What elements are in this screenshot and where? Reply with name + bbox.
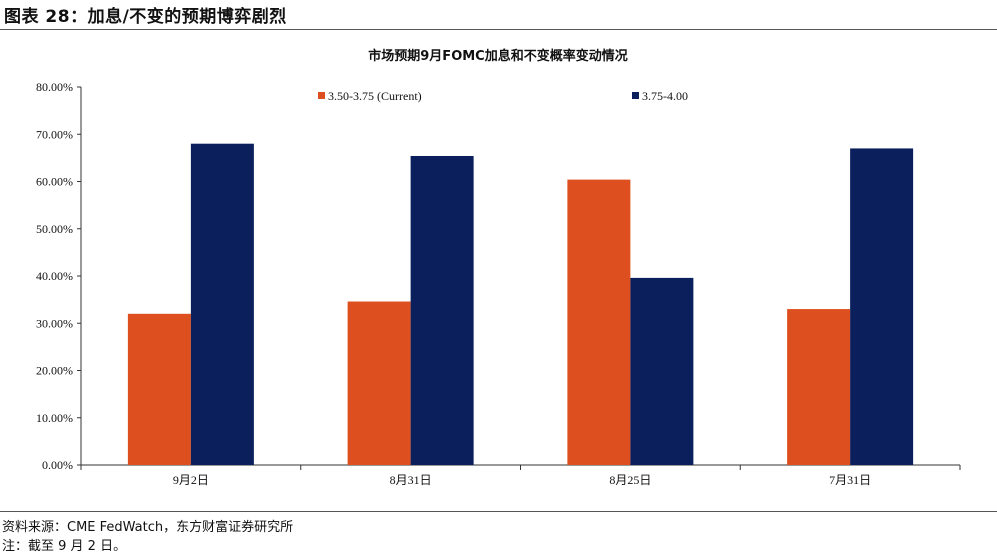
legend-swatch [632, 92, 639, 99]
bars [127, 143, 914, 466]
bar-chart: 市场预期9月FOMC加息和不变概率变动情况 0.00% 10.00% 20.00% 3… [36, 48, 961, 487]
legend-swatch [318, 92, 325, 99]
bar-current [567, 179, 631, 466]
y-tick-label: 80.00% [36, 80, 73, 94]
y-tick-label: 60.00% [36, 175, 73, 189]
bar-hike [850, 148, 914, 466]
x-tick-label: 9月2日 [173, 473, 209, 487]
bar-hike [630, 277, 694, 465]
figure-title: 图表 28：加息/不变的预期博弈剧烈 [4, 7, 287, 27]
y-tick-label: 0.00% [42, 458, 73, 472]
x-tick-label: 8月31日 [390, 473, 432, 487]
x-tick-label: 7月31日 [829, 473, 871, 487]
source-note: 资料来源：CME FedWatch，东方财富证券研究所 [2, 520, 294, 535]
y-tick-label: 10.00% [36, 411, 73, 425]
legend: 3.50-3.75 (Current) 3.75-4.00 [318, 89, 688, 103]
x-tick-label: 8月25日 [609, 473, 651, 487]
bottom-rule [0, 511, 997, 512]
bar-current [127, 313, 191, 465]
legend-label: 3.75-4.00 [642, 89, 688, 103]
bar-current [787, 309, 851, 465]
bar-hike [410, 155, 474, 466]
y-tick-label: 40.00% [36, 269, 73, 283]
bar-current [347, 301, 411, 465]
legend-label: 3.50-3.75 (Current) [328, 89, 422, 103]
top-rule [0, 29, 997, 30]
chart-title: 市场预期9月FOMC加息和不变概率变动情况 [368, 48, 627, 64]
y-tick-label: 30.00% [36, 316, 73, 330]
date-note: 注：截至 9 月 2 日。 [2, 539, 127, 554]
y-tick-label: 50.00% [36, 222, 73, 236]
bar-hike [190, 143, 254, 465]
y-tick-label: 20.00% [36, 364, 73, 378]
y-tick-label: 70.00% [36, 127, 73, 141]
